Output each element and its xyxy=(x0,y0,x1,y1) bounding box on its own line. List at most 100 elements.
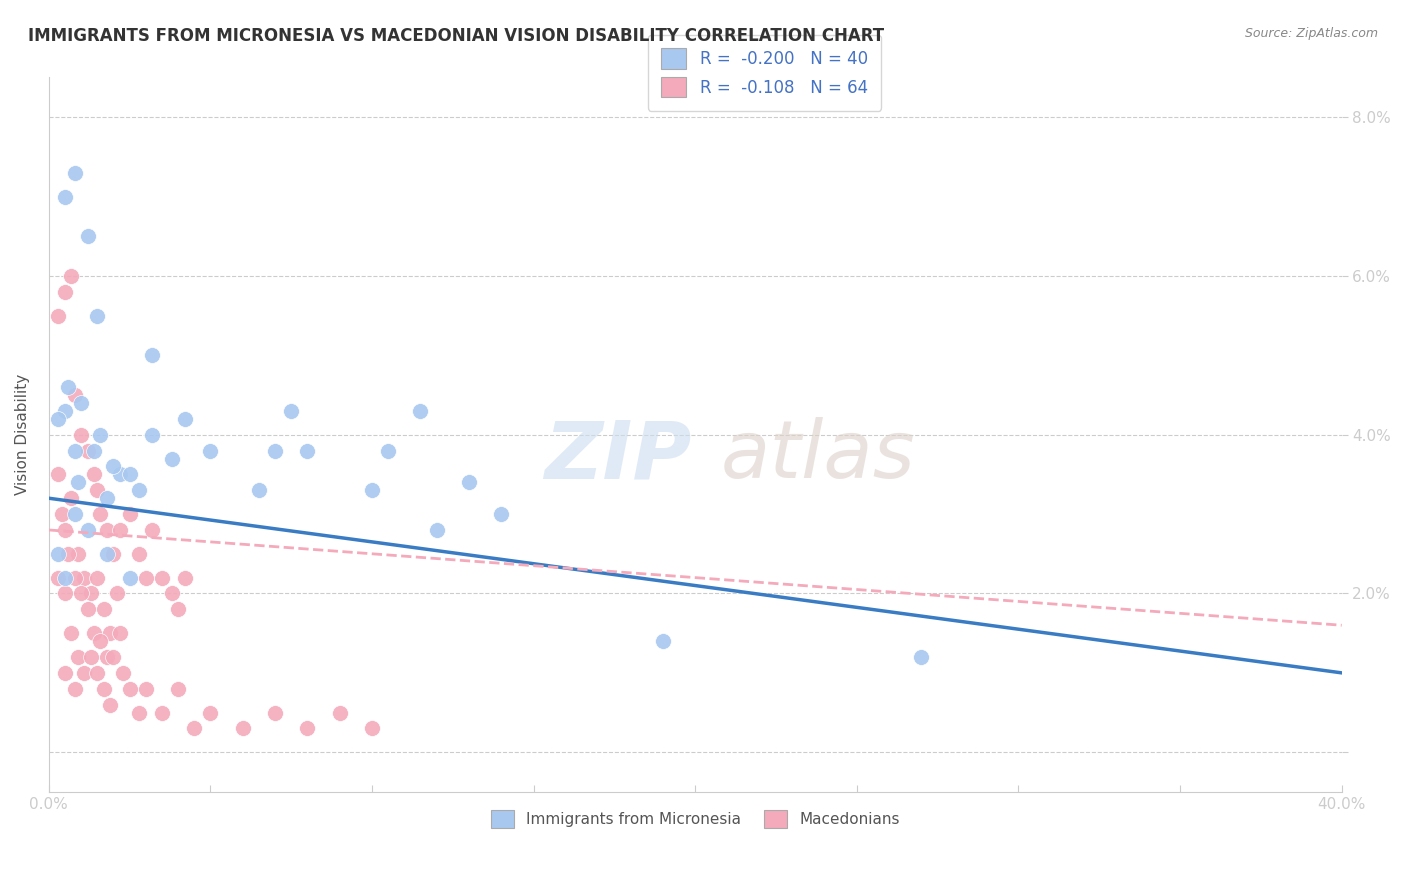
Point xyxy=(80,650,103,665)
Point xyxy=(48,547,70,561)
Point xyxy=(56,380,79,394)
Point xyxy=(128,706,150,720)
Point xyxy=(491,507,513,521)
Point xyxy=(53,665,76,680)
Point xyxy=(361,483,384,498)
Point xyxy=(48,309,70,323)
Point xyxy=(232,722,254,736)
Point xyxy=(297,443,319,458)
Point xyxy=(183,722,205,736)
Point xyxy=(63,166,86,180)
Point xyxy=(108,523,131,537)
Point xyxy=(73,665,96,680)
Point xyxy=(264,443,287,458)
Point xyxy=(200,443,222,458)
Point xyxy=(141,427,163,442)
Point xyxy=(200,706,222,720)
Point xyxy=(86,483,108,498)
Text: ZIP: ZIP xyxy=(544,417,692,495)
Point xyxy=(167,681,190,696)
Point xyxy=(89,634,111,648)
Point xyxy=(66,547,89,561)
Point xyxy=(86,309,108,323)
Point xyxy=(66,650,89,665)
Point xyxy=(76,523,98,537)
Point xyxy=(458,475,481,490)
Point xyxy=(118,467,141,482)
Point xyxy=(93,681,115,696)
Point xyxy=(63,388,86,402)
Point xyxy=(173,571,195,585)
Text: IMMIGRANTS FROM MICRONESIA VS MACEDONIAN VISION DISABILITY CORRELATION CHART: IMMIGRANTS FROM MICRONESIA VS MACEDONIAN… xyxy=(28,27,884,45)
Point xyxy=(103,547,125,561)
Point xyxy=(167,602,190,616)
Point xyxy=(56,547,79,561)
Point xyxy=(53,586,76,600)
Point xyxy=(63,507,86,521)
Point xyxy=(297,722,319,736)
Point xyxy=(377,443,399,458)
Point xyxy=(112,665,135,680)
Point xyxy=(66,475,89,490)
Point xyxy=(409,404,432,418)
Point xyxy=(51,507,73,521)
Point xyxy=(141,523,163,537)
Y-axis label: Vision Disability: Vision Disability xyxy=(15,374,30,495)
Point xyxy=(48,467,70,482)
Point xyxy=(128,483,150,498)
Point xyxy=(83,467,105,482)
Point xyxy=(108,626,131,640)
Point xyxy=(103,650,125,665)
Point xyxy=(160,586,183,600)
Point xyxy=(426,523,449,537)
Point xyxy=(60,626,83,640)
Point xyxy=(98,626,121,640)
Point xyxy=(173,412,195,426)
Point xyxy=(53,523,76,537)
Point xyxy=(53,571,76,585)
Point xyxy=(264,706,287,720)
Text: atlas: atlas xyxy=(721,417,915,495)
Point xyxy=(89,507,111,521)
Point xyxy=(98,698,121,712)
Point xyxy=(108,467,131,482)
Point xyxy=(63,443,86,458)
Point xyxy=(73,571,96,585)
Point xyxy=(93,602,115,616)
Point xyxy=(118,571,141,585)
Point xyxy=(76,229,98,244)
Point xyxy=(86,571,108,585)
Point xyxy=(83,626,105,640)
Point xyxy=(48,412,70,426)
Point xyxy=(83,443,105,458)
Point xyxy=(103,459,125,474)
Point xyxy=(128,547,150,561)
Point xyxy=(89,427,111,442)
Point xyxy=(118,507,141,521)
Point xyxy=(910,650,932,665)
Point xyxy=(70,427,93,442)
Point xyxy=(329,706,352,720)
Point xyxy=(76,443,98,458)
Point xyxy=(651,634,673,648)
Point xyxy=(80,586,103,600)
Point xyxy=(48,571,70,585)
Point xyxy=(76,602,98,616)
Point xyxy=(141,348,163,362)
Point xyxy=(247,483,270,498)
Point xyxy=(96,523,118,537)
Point xyxy=(70,586,93,600)
Point xyxy=(53,285,76,299)
Point xyxy=(53,404,76,418)
Point xyxy=(118,681,141,696)
Point xyxy=(160,451,183,466)
Point xyxy=(150,706,173,720)
Point xyxy=(53,189,76,203)
Text: Source: ZipAtlas.com: Source: ZipAtlas.com xyxy=(1244,27,1378,40)
Point xyxy=(96,650,118,665)
Point xyxy=(60,268,83,283)
Point xyxy=(96,491,118,506)
Point xyxy=(60,491,83,506)
Point xyxy=(135,571,157,585)
Point xyxy=(70,396,93,410)
